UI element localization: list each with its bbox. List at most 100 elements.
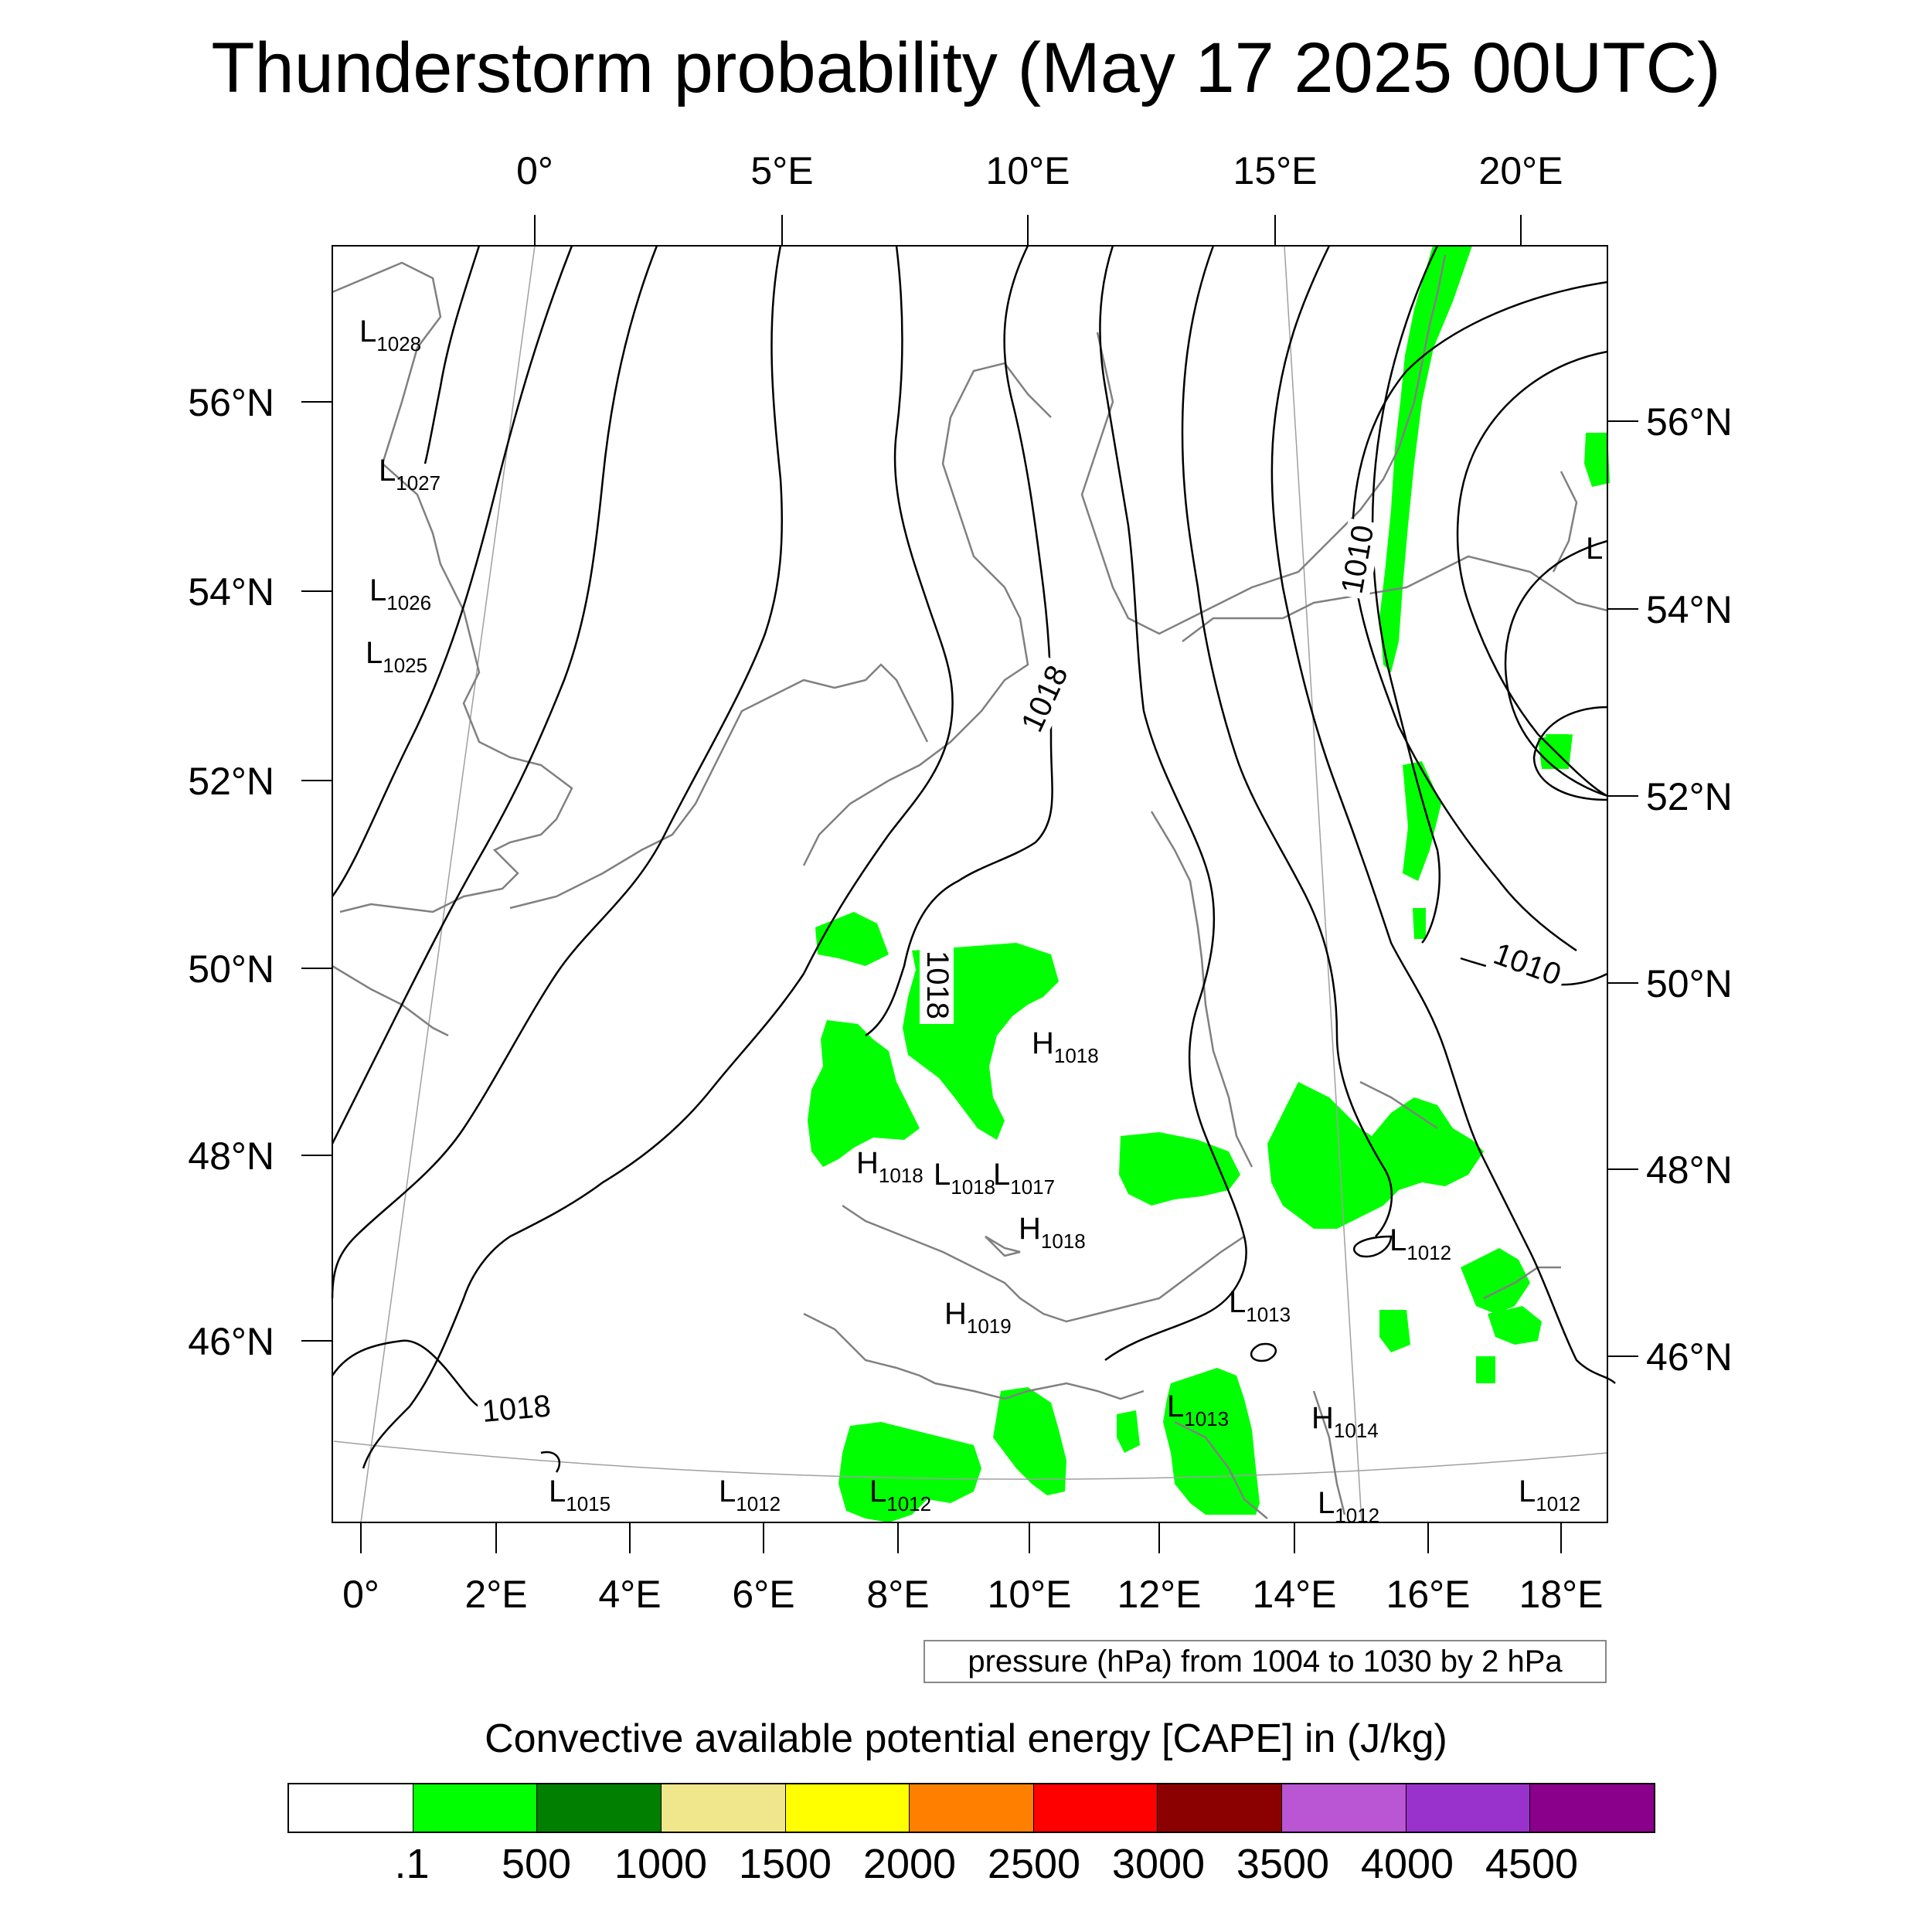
- cape-area-hungary-south: [1488, 1306, 1542, 1345]
- colorbar-tick-label: 3500: [1236, 1841, 1330, 1887]
- isobar-label: 1010: [1335, 522, 1381, 596]
- colorbar-title: Convective available potential energy [C…: [485, 1716, 1447, 1761]
- cape-area-north: [1379, 246, 1472, 672]
- colorbar-box: [537, 1784, 662, 1832]
- bottom-lon-label: 18°E: [1519, 1573, 1604, 1616]
- cape-area-czechia: [1119, 1132, 1240, 1206]
- cape-area-slovenia: [1476, 1356, 1495, 1383]
- pressure-center: L1025: [366, 636, 427, 677]
- bottom-lon-label: 4°E: [598, 1573, 661, 1616]
- pressure-center: L: [1586, 532, 1603, 566]
- pressure-center: L1026: [369, 573, 431, 614]
- colorbar-box: [1158, 1784, 1283, 1832]
- cape-area-germany-west: [815, 912, 889, 966]
- isobar: [1353, 1235, 1393, 1258]
- isobar: [1181, 245, 1393, 1237]
- isobars: [331, 245, 1616, 1473]
- isobar-label: 1010: [1489, 937, 1566, 992]
- left-lat-label: 52°N: [188, 760, 274, 803]
- isobar: [1532, 706, 1608, 801]
- right-lat-label: 56°N: [1646, 400, 1733, 444]
- colorbar-tick-label: 500: [501, 1841, 572, 1887]
- colorbar-box: [661, 1784, 786, 1832]
- graticule: [333, 245, 1608, 1523]
- pressure-center: H1018: [1032, 1026, 1099, 1067]
- pressure-center: L1015: [549, 1475, 611, 1515]
- isobar-label: 1018: [481, 1389, 552, 1429]
- isobar: [1504, 539, 1608, 798]
- isobar: [331, 1339, 480, 1408]
- pressure-center: L1028: [359, 315, 421, 355]
- right-lat-label: 50°N: [1646, 962, 1733, 1005]
- right-lat-label: 52°N: [1646, 775, 1733, 818]
- bottom-longitude-labels: 0° 2°E 4°E 6°E 8°E 10°E 12°E 14°E 16°E 1…: [342, 1573, 1603, 1616]
- tick-marks: [301, 215, 1638, 1553]
- bottom-lon-label: 8°E: [866, 1573, 929, 1616]
- colorbar-tick-label: 1000: [614, 1841, 708, 1887]
- isobar: [331, 245, 573, 897]
- cape-area-italy-north-1: [993, 1387, 1066, 1495]
- pressure-center: H1018: [856, 1146, 923, 1187]
- cape-area-croatia: [1379, 1310, 1410, 1352]
- pressure-center: L1012: [1389, 1223, 1451, 1264]
- isobar: [423, 245, 481, 464]
- top-lon-label: 20°E: [1479, 149, 1563, 192]
- bottom-lon-label: 2°E: [464, 1573, 527, 1616]
- isobar: [1351, 281, 1608, 952]
- map-title: Thunderstorm probability (May 17 2025 00…: [211, 29, 1721, 107]
- isobar: [1099, 245, 1247, 1362]
- left-lat-label: 56°N: [188, 381, 274, 424]
- top-longitude-labels: 0° 5°E 10°E 15°E 20°E: [516, 149, 1563, 192]
- isobar: [1250, 1342, 1277, 1362]
- isobar-label: 1018: [920, 951, 954, 1019]
- cape-area-germany-southwest: [808, 1020, 920, 1167]
- colorbar-box: [289, 1784, 413, 1832]
- cape-area-hungary-east: [1461, 1248, 1530, 1314]
- pressure-centers: L1028 L1027 L1026 L1025 H1018 H1018 L101…: [359, 315, 1603, 1527]
- colorbar-box: [1406, 1784, 1531, 1832]
- pressure-note: pressure (hPa) from 1004 to 1030 by 2 hP…: [923, 1640, 1607, 1683]
- colorbar-tick-label: 2000: [862, 1841, 957, 1887]
- right-lat-label: 48°N: [1646, 1148, 1733, 1192]
- right-lat-label: 46°N: [1646, 1335, 1733, 1379]
- bottom-lon-label: 16°E: [1386, 1573, 1471, 1616]
- isobar: [331, 245, 784, 1299]
- bottom-lon-label: 0°: [342, 1573, 379, 1616]
- colorbar-box: [1282, 1784, 1406, 1832]
- isobar: [1270, 245, 1616, 1384]
- map-frame: [332, 245, 1608, 1523]
- pressure-center: L1017: [993, 1158, 1055, 1199]
- top-lon-label: 0°: [516, 149, 553, 192]
- bottom-lon-label: 14°E: [1253, 1573, 1337, 1616]
- cape-area-adriatic: [1163, 1368, 1260, 1515]
- isobar-label: 1018: [1015, 661, 1074, 737]
- pressure-center: L1012: [1318, 1486, 1379, 1527]
- colorbar-box: [1033, 1784, 1158, 1832]
- colorbar-tick-label: 1500: [738, 1841, 832, 1887]
- pressure-center: L1012: [869, 1475, 931, 1515]
- colorbar: [287, 1783, 1655, 1833]
- pressure-center: L1018: [934, 1158, 995, 1199]
- cape-areas: [808, 246, 1610, 1522]
- pressure-center: L1013: [1229, 1285, 1291, 1326]
- left-lat-label: 46°N: [188, 1320, 274, 1363]
- colorbar-box: [413, 1784, 538, 1832]
- right-latitude-labels: 56°N 54°N 52°N 50°N 48°N 46°N: [1646, 400, 1733, 1379]
- isobar: [1456, 350, 1608, 798]
- isobar: [362, 245, 954, 1469]
- left-latitude-labels: 56°N 54°N 52°N 50°N 48°N 46°N: [188, 381, 274, 1363]
- pressure-center: L1027: [379, 454, 440, 495]
- pressure-center: H1019: [944, 1297, 1012, 1338]
- colorbar-tick-label: 2500: [987, 1841, 1081, 1887]
- colorbar-box: [910, 1784, 1034, 1832]
- colorbar-box: [1530, 1784, 1655, 1832]
- right-lat-label: 54°N: [1646, 588, 1733, 631]
- pressure-center: H1014: [1311, 1401, 1379, 1442]
- isobar-labels: 1018 1018 1010 1010 1018: [477, 518, 1570, 1430]
- cape-area-italy-north-2: [838, 1422, 981, 1522]
- pressure-center: L1012: [719, 1475, 781, 1515]
- isobar: [331, 245, 658, 1145]
- top-lon-label: 15°E: [1233, 149, 1318, 192]
- top-lon-label: 10°E: [986, 149, 1070, 192]
